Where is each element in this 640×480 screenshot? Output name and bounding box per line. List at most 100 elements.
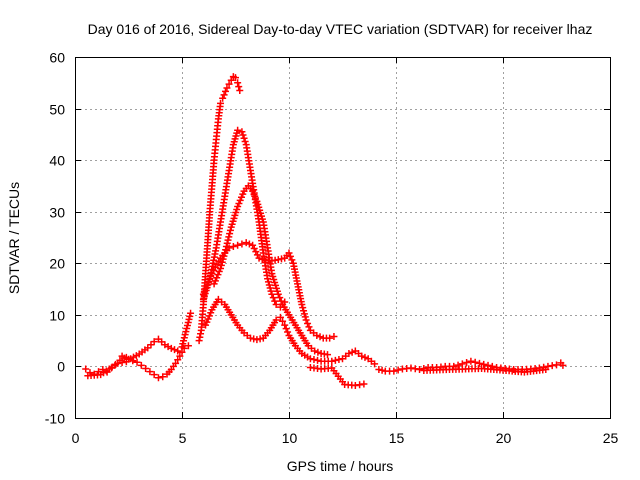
x-tick-label: 25	[603, 430, 619, 446]
data-point	[249, 241, 257, 249]
data-point	[264, 278, 272, 286]
data-point	[467, 357, 475, 365]
data-point	[351, 382, 359, 390]
data-point	[225, 233, 233, 241]
data-point	[159, 373, 167, 381]
chart-title: Day 016 of 2016, Sidereal Day-to-day VTE…	[88, 21, 593, 37]
data-point	[276, 313, 284, 321]
data-point	[277, 297, 285, 305]
data-point	[324, 351, 332, 359]
data-point	[300, 310, 308, 318]
data-point	[274, 256, 282, 264]
x-axis-label: GPS time / hours	[287, 458, 394, 474]
data-point	[279, 317, 287, 325]
data-points	[82, 73, 567, 390]
data-point	[378, 366, 386, 374]
data-point	[266, 284, 274, 292]
series	[375, 357, 567, 376]
data-point	[147, 341, 155, 349]
data-point	[553, 361, 560, 369]
data-point	[227, 76, 235, 84]
data-point	[284, 328, 292, 336]
data-point	[360, 380, 368, 388]
data-point	[229, 243, 237, 251]
data-point	[331, 356, 339, 364]
y-tick-label: 30	[49, 205, 65, 221]
data-point	[471, 358, 479, 366]
data-point	[298, 301, 306, 309]
data-point	[226, 230, 234, 238]
data-point	[390, 367, 398, 375]
data-point	[311, 347, 319, 355]
data-point	[142, 364, 150, 372]
data-point	[172, 359, 180, 367]
data-point	[154, 374, 162, 382]
data-point	[114, 359, 122, 367]
data-point	[304, 319, 312, 327]
data-point	[251, 194, 259, 202]
data-point	[174, 356, 182, 364]
series	[210, 182, 332, 359]
data-point	[313, 331, 321, 339]
data-point	[316, 333, 324, 341]
data-point	[219, 94, 227, 102]
data-point	[203, 318, 211, 326]
data-point	[217, 261, 225, 269]
data-point	[235, 83, 243, 91]
data-point	[480, 360, 488, 368]
data-point	[358, 352, 366, 360]
data-point	[245, 240, 253, 248]
data-point	[250, 335, 258, 343]
plot-frame	[75, 57, 611, 419]
data-point	[250, 244, 258, 252]
data-point	[411, 365, 419, 373]
y-tick-label: 10	[49, 308, 65, 324]
data-point	[211, 277, 219, 285]
data-point	[252, 248, 260, 256]
axis-ticks: 0 5 10 15 20 25 -10 0 10 20 30 40 50 60	[45, 50, 619, 447]
data-point	[204, 315, 212, 323]
grid-lines	[75, 57, 610, 418]
data-point	[272, 316, 280, 324]
data-point	[371, 360, 379, 368]
data-point	[559, 361, 567, 369]
y-tick-label: 60	[49, 50, 65, 66]
data-point	[265, 281, 273, 289]
y-tick-label: 20	[49, 256, 65, 272]
data-point	[299, 304, 307, 312]
data-point	[326, 334, 334, 342]
data-point	[268, 290, 276, 298]
data-point	[226, 226, 234, 234]
data-point	[356, 381, 364, 389]
x-tick-label: 5	[179, 430, 187, 446]
data-point	[214, 271, 222, 279]
data-point	[205, 312, 213, 320]
data-point	[239, 190, 247, 198]
data-point	[238, 128, 246, 136]
data-point	[314, 348, 322, 356]
data-point	[82, 365, 90, 373]
data-point	[285, 249, 293, 257]
data-point	[271, 297, 279, 305]
data-point	[236, 196, 244, 204]
data-point	[301, 313, 309, 321]
x-tick-label: 10	[282, 430, 298, 446]
data-point	[375, 366, 383, 374]
data-point	[454, 361, 462, 369]
data-point	[238, 240, 246, 248]
y-tick-label: -10	[45, 411, 65, 427]
data-point	[150, 338, 158, 346]
data-point	[328, 357, 336, 365]
data-point	[274, 290, 282, 298]
data-point	[246, 334, 254, 342]
data-point	[234, 241, 242, 249]
data-point	[232, 74, 239, 82]
data-point	[122, 358, 130, 366]
data-point	[306, 355, 314, 363]
data-point	[282, 325, 290, 333]
data-point	[234, 203, 242, 211]
data-point	[302, 316, 310, 324]
data-point	[144, 344, 152, 352]
series	[199, 239, 338, 342]
data-point	[267, 287, 275, 295]
